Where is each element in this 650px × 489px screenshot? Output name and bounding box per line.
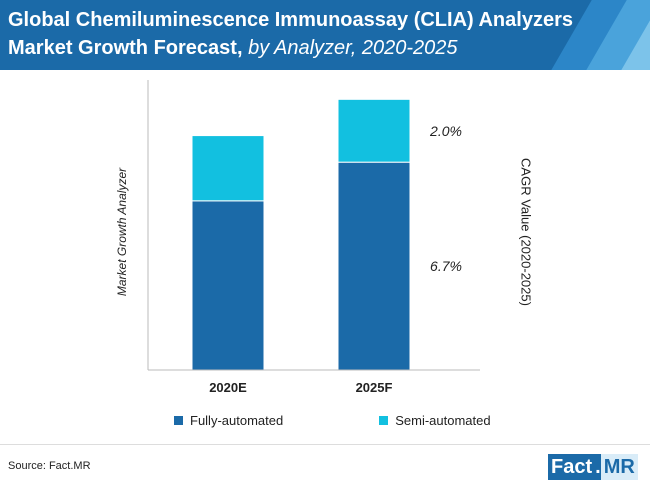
legend-swatch-fully [174,416,183,425]
legend-item-semi: Semi-automated [379,413,491,428]
factmr-logo: Fact. MR [548,454,638,480]
bar-fully-automated-2020e [191,200,265,371]
bar-semi-automated-2025f [337,98,411,163]
title-main: Global Chemiluminescence Immunoassay (CL… [8,9,573,59]
legend-label-semi: Semi-automated [395,413,491,428]
bar-fully-automated-2025f [337,161,411,371]
cagr-label: 2.0% [429,123,462,139]
logo-fact: Fact [548,454,596,480]
header-banner: Global Chemiluminescence Immunoassay (CL… [0,0,650,70]
source-note: Source: Fact.MR [8,460,91,472]
footer-divider [0,444,650,445]
logo-mr: MR [600,454,638,480]
logo-dot: . [595,454,601,480]
cagr-label: 6.7% [430,258,462,274]
x-tick-label: 2020E [209,380,247,395]
title-em: by Analyzer, 2020-2025 [248,37,458,59]
bar-semi-automated-2020e [191,135,265,202]
legend: Fully-automated Semi-automated [174,413,491,428]
legend-item-fully: Fully-automated [174,413,283,428]
chart-title: Global Chemiluminescence Immunoassay (CL… [8,6,608,62]
legend-swatch-semi [379,416,389,425]
x-tick-label: 2025F [356,380,393,395]
legend-label-fully: Fully-automated [190,413,284,428]
